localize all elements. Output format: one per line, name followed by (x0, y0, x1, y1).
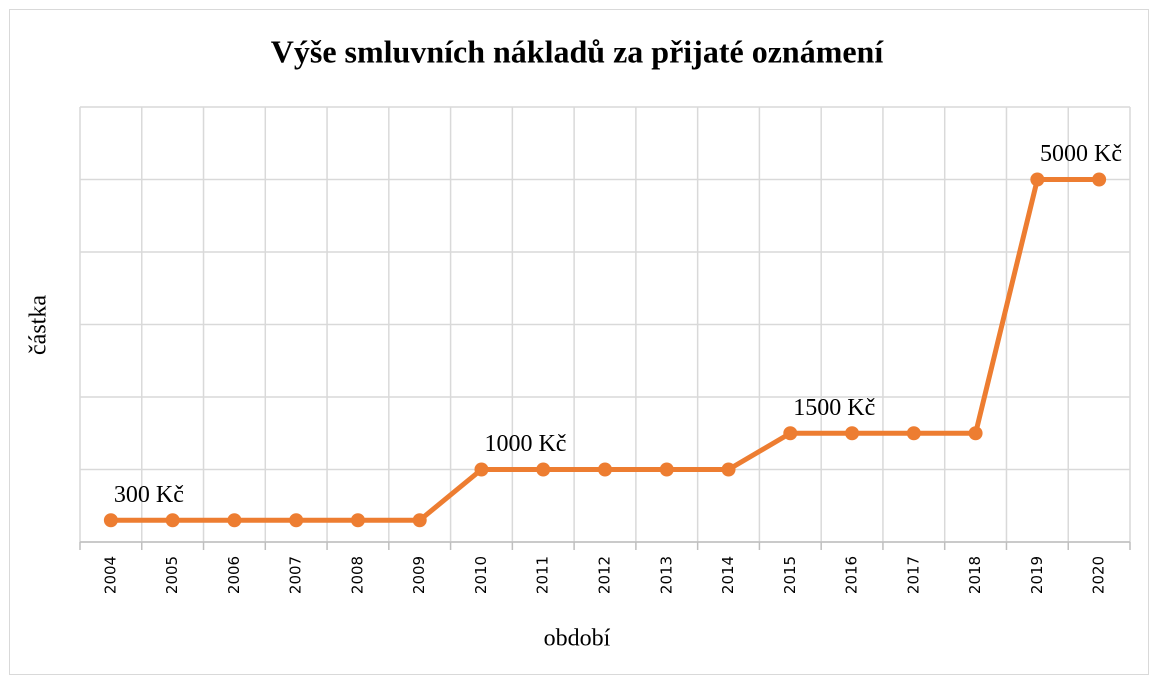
marker (536, 462, 551, 477)
marker (598, 462, 612, 477)
marker (1092, 172, 1107, 187)
x-tick-label: 2018 (966, 556, 984, 594)
marker (474, 462, 489, 477)
x-tick-label: 2012 (596, 556, 614, 594)
x-axis-title: období (544, 626, 611, 652)
chart-title: Výše smluvních nákladů za přijaté oznáme… (271, 33, 885, 69)
x-tick-label: 2015 (781, 556, 799, 594)
marker (227, 513, 242, 528)
x-tick-label: 2020 (1090, 556, 1108, 594)
marker (412, 513, 427, 528)
marker (350, 513, 365, 528)
marker (659, 462, 674, 477)
data-label: 5000 Kč (1040, 141, 1122, 167)
marker (289, 513, 304, 528)
y-axis-title: částka (26, 295, 52, 355)
marker (783, 426, 798, 441)
marker (845, 426, 860, 441)
marker (968, 426, 983, 441)
x-tick-label: 2011 (534, 556, 552, 594)
x-tick-label: 2006 (225, 556, 243, 594)
x-tick-label: 2017 (904, 556, 922, 594)
x-tick-label: 2004 (101, 556, 119, 594)
data-label: 1000 Kč (484, 431, 566, 457)
x-tick-label: 2010 (472, 556, 490, 594)
x-tick-label: 2005 (163, 556, 181, 594)
marker (1030, 172, 1045, 187)
data-label: 300 Kč (114, 482, 184, 508)
marker (721, 462, 736, 477)
x-tick-label: 2008 (348, 556, 366, 594)
x-tick-label: 2019 (1028, 556, 1046, 594)
x-tick-label: 2016 (843, 556, 861, 594)
marker (906, 426, 921, 441)
x-tick-label: 2009 (410, 556, 428, 594)
x-tick-label: 2007 (287, 556, 305, 594)
x-tick-label: 2013 (657, 556, 675, 594)
data-label: 1500 Kč (793, 395, 875, 421)
marker (165, 513, 180, 528)
chart-border (9, 9, 1149, 675)
x-tick-label: 2014 (719, 556, 737, 594)
marker (103, 513, 118, 528)
